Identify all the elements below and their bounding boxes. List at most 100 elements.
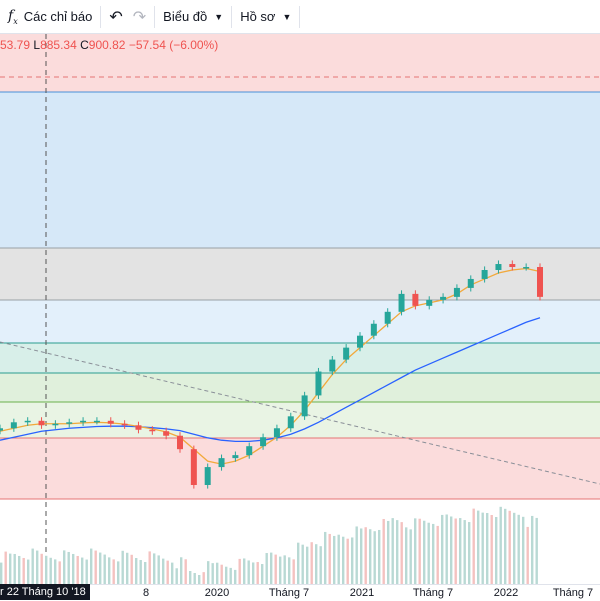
volume-bar [526,526,529,584]
volume-bar [238,558,241,584]
profile-menu-button[interactable]: Hồ sơ ▼ [232,0,299,34]
candle-body [80,420,87,423]
volume-bar [355,526,358,584]
volume-bar [405,527,408,584]
ohlc-legend: 53.79 L885.34 C900.82 −57.54 (−6.00%) [0,38,218,52]
candle-body [384,311,391,324]
candle-body [93,420,100,423]
candle-body [177,435,183,450]
volume-bar [175,568,178,584]
candle-body [52,423,59,426]
candle-body [260,437,267,447]
toolbar-divider [100,5,102,28]
volume-bar [481,512,484,584]
volume-bar [45,555,48,584]
candle-body [190,449,197,485]
ohlc-close-value: 900.82 [88,38,126,52]
volume-bar [40,553,43,584]
volume-bar [342,536,345,584]
volume-bar [292,559,295,584]
volume-bar [387,520,390,584]
volume-bar [99,552,102,584]
volume-bar [166,560,169,584]
volume-bar [486,513,489,584]
undo-button[interactable]: ↶ [101,0,130,34]
volume-bar [369,529,372,584]
volume-bar [130,554,133,584]
volume-bar [121,550,124,584]
candle-body [163,431,170,436]
volume-bar [139,560,142,584]
volume-bar [328,533,331,584]
volume-bar [337,534,340,584]
volume-bar [234,569,237,584]
candles [0,260,543,489]
volume-bar [418,518,421,584]
candle-body [481,270,488,279]
volume-bar [13,553,16,584]
volume-bar [189,571,192,584]
volume-bar [81,557,84,584]
volume-bar [414,518,417,584]
volume-bar [459,518,462,584]
candle-body [357,335,363,348]
volume-bar [108,557,111,584]
volume-bar [310,542,313,584]
candle-body [509,264,516,268]
ohlc-low-label: L [33,38,41,52]
volume-bar [126,552,129,584]
volume-bar [202,572,205,584]
volume-bar [274,554,277,584]
volume-bar [63,550,66,584]
time-axis[interactable]: 8 2020 Tháng 7 2021 Tháng 7 2022 Tháng 7 [0,584,600,601]
volume-bar [157,555,160,584]
volume-bar [319,546,322,584]
volume-bar [373,531,376,584]
volume-bar [441,514,444,584]
indicators-button[interactable]: fx Các chỉ báo [0,0,100,34]
candle-body [287,416,294,429]
chart-menu-button[interactable]: Biểu đồ ▼ [155,0,231,34]
crosshair-time-label: r 22 Tháng 10 '18 [0,584,90,600]
volume-bar [94,550,97,584]
zone-green-2 [0,402,600,438]
volume-bar [117,561,120,584]
chart-canvas[interactable] [0,34,600,600]
volume-bar [144,562,147,584]
volume-bar [315,544,318,584]
ma-fast-line [0,267,541,465]
candle-body [315,371,322,396]
volume-bar [351,537,354,584]
volume-bar [513,512,516,584]
zone-red-bottom [0,438,600,499]
volume-bar [279,556,282,584]
volume-bar [409,529,412,584]
candle-body [301,395,308,417]
chevron-down-icon: ▼ [214,11,224,22]
candle-body [107,420,114,424]
volume-bar [252,562,255,584]
zone-red-top [0,34,600,92]
volume-bar [36,550,39,584]
time-tick: Tháng 7 [412,587,454,599]
volume-bar [67,551,70,584]
volume-bar [495,517,498,584]
volume-bar [153,553,156,584]
candle-body [149,429,156,432]
volume-bar [229,567,232,584]
profile-menu-label: Hồ sơ [240,9,276,24]
volume-bar [432,523,435,584]
zone-blue [0,92,600,248]
volume-bar [508,510,511,584]
volume-bar [27,559,30,584]
volume-bar [180,557,183,584]
volume-bar [454,518,457,584]
redo-button[interactable]: ↷ [131,0,154,34]
volume-bar [396,520,399,584]
zone-light-blue [0,300,600,343]
volume-bar [211,563,214,584]
volume-bar [297,542,300,584]
volume-bar [463,520,466,584]
volume-bar [9,553,12,584]
volume-bar [306,546,309,584]
